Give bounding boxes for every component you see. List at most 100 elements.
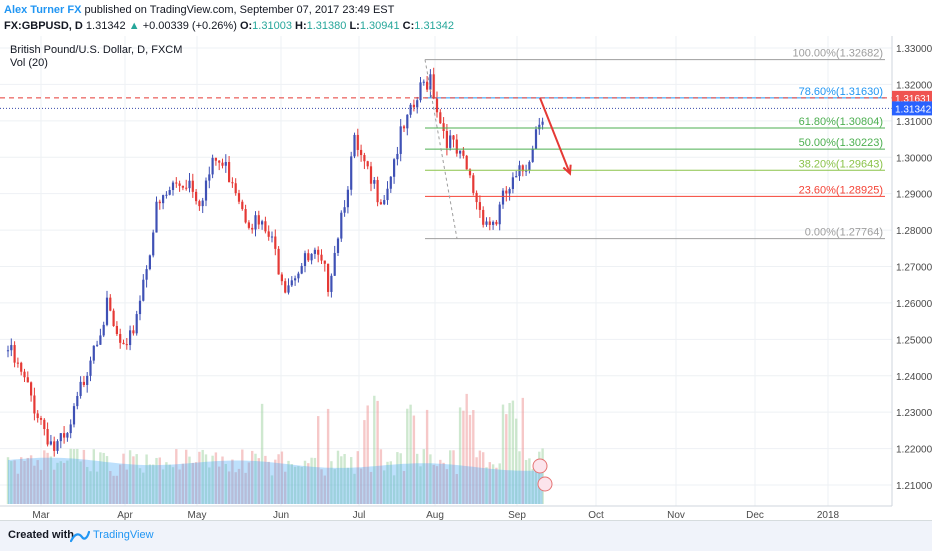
fib-level-label: 61.80%(1.30804) (799, 116, 883, 128)
candle-up (56, 441, 59, 451)
candle-up (204, 180, 208, 201)
x-tick-label: May (188, 510, 207, 520)
price-axis-badge-label: 1.31631 (895, 94, 932, 105)
candle-up (389, 176, 392, 189)
volume-bar (524, 459, 528, 504)
x-tick-label: Mar (32, 510, 50, 520)
candle-up (49, 441, 52, 445)
price-chart[interactable]: 100.00%(1.32682) 78.60%(1.31630) 61.80%(1.… (0, 36, 932, 521)
volume-bar (452, 450, 455, 504)
candle-down (439, 112, 442, 124)
volume-bar (211, 455, 214, 504)
candle-up (69, 424, 72, 434)
candle-up (353, 134, 356, 157)
arrow-drawing[interactable] (532, 97, 572, 492)
volume-bar (416, 453, 419, 504)
candle-down (435, 98, 439, 113)
volume-pane (6, 393, 544, 504)
volume-bar (468, 414, 472, 504)
fibonacci-retracement[interactable]: 100.00%(1.32682) 78.60%(1.31630) 61.80%(1.… (0, 48, 892, 240)
volume-bar (498, 463, 501, 504)
volume-bar (224, 463, 227, 504)
y-tick-label: 1.28000 (896, 226, 932, 237)
volume-bar (53, 469, 56, 504)
fib-trend-line (424, 59, 458, 239)
volume-bar (76, 448, 79, 504)
candle-down (33, 395, 36, 414)
candle-down (231, 182, 234, 184)
candle-down (521, 165, 524, 172)
up-arrow-icon: ▲ (128, 20, 140, 32)
volume-bar (287, 460, 290, 504)
candle-down (307, 253, 310, 261)
volume-bar (326, 408, 330, 504)
volume-bar (336, 450, 340, 504)
volume-bar (310, 457, 313, 504)
volume-bar (472, 410, 475, 504)
candle-down (241, 201, 244, 210)
chart-area[interactable]: 100.00%(1.32682) 78.60%(1.31630) 61.80%(1.… (0, 36, 932, 521)
symbol-label[interactable]: FX:GBPUSD, D (4, 20, 83, 32)
volume-bar (534, 471, 538, 504)
x-tick-label: Jul (353, 510, 366, 520)
volume-ma-area (8, 457, 543, 504)
volume-bar (13, 460, 16, 504)
candle-down (280, 274, 283, 282)
high-label: H: (295, 20, 307, 32)
candle-down (478, 202, 481, 210)
candle-down (191, 180, 194, 192)
volume-bar (402, 471, 406, 504)
volume-bar (340, 456, 343, 504)
volume-bar (274, 459, 277, 504)
volume-bar (501, 404, 505, 504)
candle-down (257, 215, 260, 225)
volume-bar (284, 471, 287, 504)
volume-bar (152, 464, 155, 504)
volume-bar (343, 454, 346, 504)
candle-down (274, 236, 277, 249)
candle-series[interactable] (6, 67, 544, 457)
candle-up (188, 180, 191, 189)
volume-bar (363, 420, 366, 504)
volume-bar (244, 472, 247, 504)
volume-bar (449, 450, 452, 504)
candle-down (178, 183, 181, 186)
candle-up (525, 170, 528, 172)
volume-bar (23, 460, 26, 504)
low-label: L: (349, 20, 360, 32)
volume-bar (145, 454, 148, 504)
volume-bar (214, 452, 218, 504)
volume-bar (330, 461, 333, 504)
volume-bar (531, 468, 534, 504)
volume-bar (488, 462, 491, 504)
candle-up (350, 156, 353, 190)
volume-bar (92, 449, 95, 504)
candle-up (10, 345, 13, 351)
volume-bar (277, 454, 280, 504)
tradingview-logo-icon[interactable] (70, 529, 90, 543)
volume-bar (115, 475, 119, 504)
candle-up (508, 188, 511, 194)
volume-bar (280, 451, 284, 504)
candle-up (422, 81, 425, 83)
x-tick-label: Nov (667, 510, 685, 520)
volume-bar (389, 461, 392, 504)
volume-bar (392, 475, 396, 504)
candle-down (264, 221, 267, 232)
candle-down (30, 382, 33, 396)
volume-bar (485, 467, 488, 504)
tradingview-link[interactable]: TradingView (93, 529, 154, 541)
volume-bar (465, 393, 468, 504)
candle-down (317, 249, 320, 255)
candle-down (115, 325, 118, 335)
y-tick-label: 1.31000 (896, 117, 932, 128)
price-change: +0.00339 (+0.26%) (142, 20, 237, 32)
candle-down (320, 254, 323, 261)
candle-up (59, 433, 62, 442)
volume-bar (435, 466, 439, 504)
candle-down (426, 81, 429, 90)
close-label: C: (402, 20, 415, 32)
x-tick-label: Oct (588, 510, 604, 520)
candle-up (168, 190, 171, 195)
author-name[interactable]: Alex Turner FX (4, 4, 82, 16)
